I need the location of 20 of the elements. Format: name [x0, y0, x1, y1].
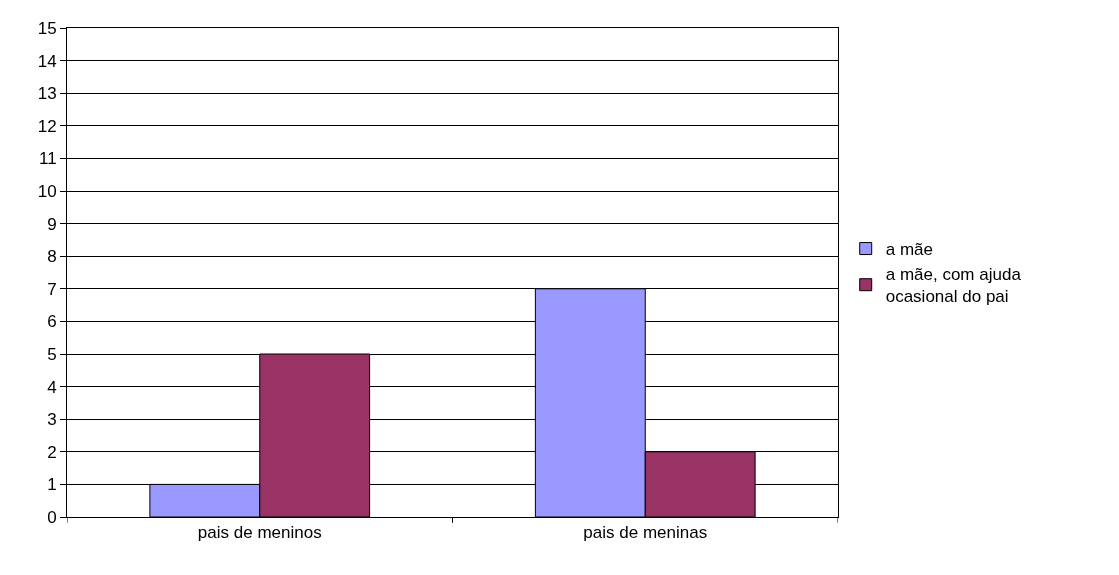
y-tick-label: 1	[47, 475, 57, 495]
y-tick-label: 4	[47, 377, 57, 397]
y-tick-label: 9	[47, 214, 57, 234]
legend-label: a mãe, com ajuda ocasional do pai	[885, 265, 1022, 307]
y-tick-label: 14	[37, 51, 57, 71]
y-tick-label: 6	[47, 312, 57, 332]
y-tick-label: 11	[38, 149, 57, 169]
y-tick-label: 8	[47, 247, 57, 267]
y-tick-label: 3	[47, 410, 57, 430]
y-tick-label: 2	[47, 442, 57, 462]
x-tick-label: pais de meninas	[583, 523, 708, 543]
y-tick-label: 12	[37, 116, 57, 136]
y-tick-label: 5	[47, 344, 57, 364]
y-tick-label: 10	[37, 181, 57, 201]
x-tick-label: pais de meninos	[197, 523, 322, 543]
y-tick-label: 7	[47, 279, 57, 299]
y-tick-label: 13	[37, 84, 57, 104]
y-tick-label: 15	[37, 18, 57, 38]
y-tick-label: 0	[47, 507, 57, 527]
legend-label: a mãe	[885, 240, 933, 260]
